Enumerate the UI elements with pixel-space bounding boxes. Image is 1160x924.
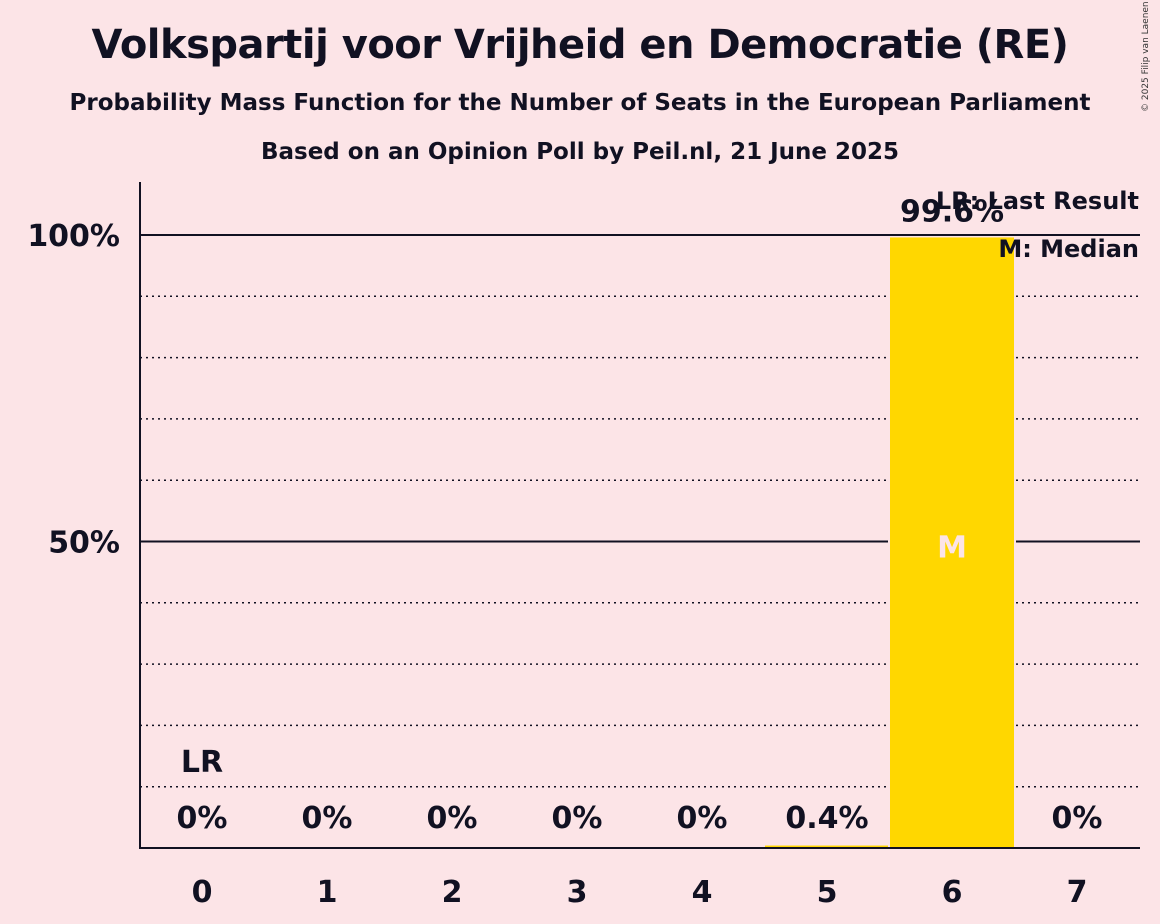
x-tick-label: 3 (567, 875, 588, 910)
chart-title: Volkspartij voor Vrijheid en Democratie … (91, 22, 1069, 68)
chart-subtitle: Probability Mass Function for the Number… (69, 90, 1091, 116)
bar-seats-5 (765, 845, 889, 848)
y-tick-label: 100% (27, 219, 120, 254)
x-tick-label: 6 (942, 875, 963, 910)
median-marker: M (937, 531, 967, 566)
chart-source-subtitle: Based on an Opinion Poll by Peil.nl, 21 … (260, 139, 900, 165)
x-tick-label: 1 (317, 875, 338, 910)
x-tick-label: 4 (692, 875, 713, 910)
value-label-seats-5: 0.4% (785, 801, 868, 836)
x-tick-label: 7 (1067, 875, 1088, 910)
value-label-seats-4: 0% (677, 801, 728, 836)
value-label-seats-6: 99.6% (900, 194, 1004, 229)
legend-entry: LR: Last Result (936, 187, 1139, 215)
last-result-marker: LR (181, 745, 223, 780)
value-label-seats-3: 0% (552, 801, 603, 836)
value-label-seats-1: 0% (302, 801, 353, 836)
x-tick-label: 5 (817, 875, 838, 910)
value-label-seats-2: 0% (427, 801, 478, 836)
bar-seats-6 (890, 237, 1014, 848)
legend-entry: M: Median (998, 235, 1139, 263)
x-tick-label: 0 (192, 875, 213, 910)
x-tick-label: 2 (442, 875, 463, 910)
value-label-seats-0: 0% (177, 801, 228, 836)
value-label-seats-7: 0% (1052, 801, 1103, 836)
y-tick-label: 50% (48, 526, 120, 561)
